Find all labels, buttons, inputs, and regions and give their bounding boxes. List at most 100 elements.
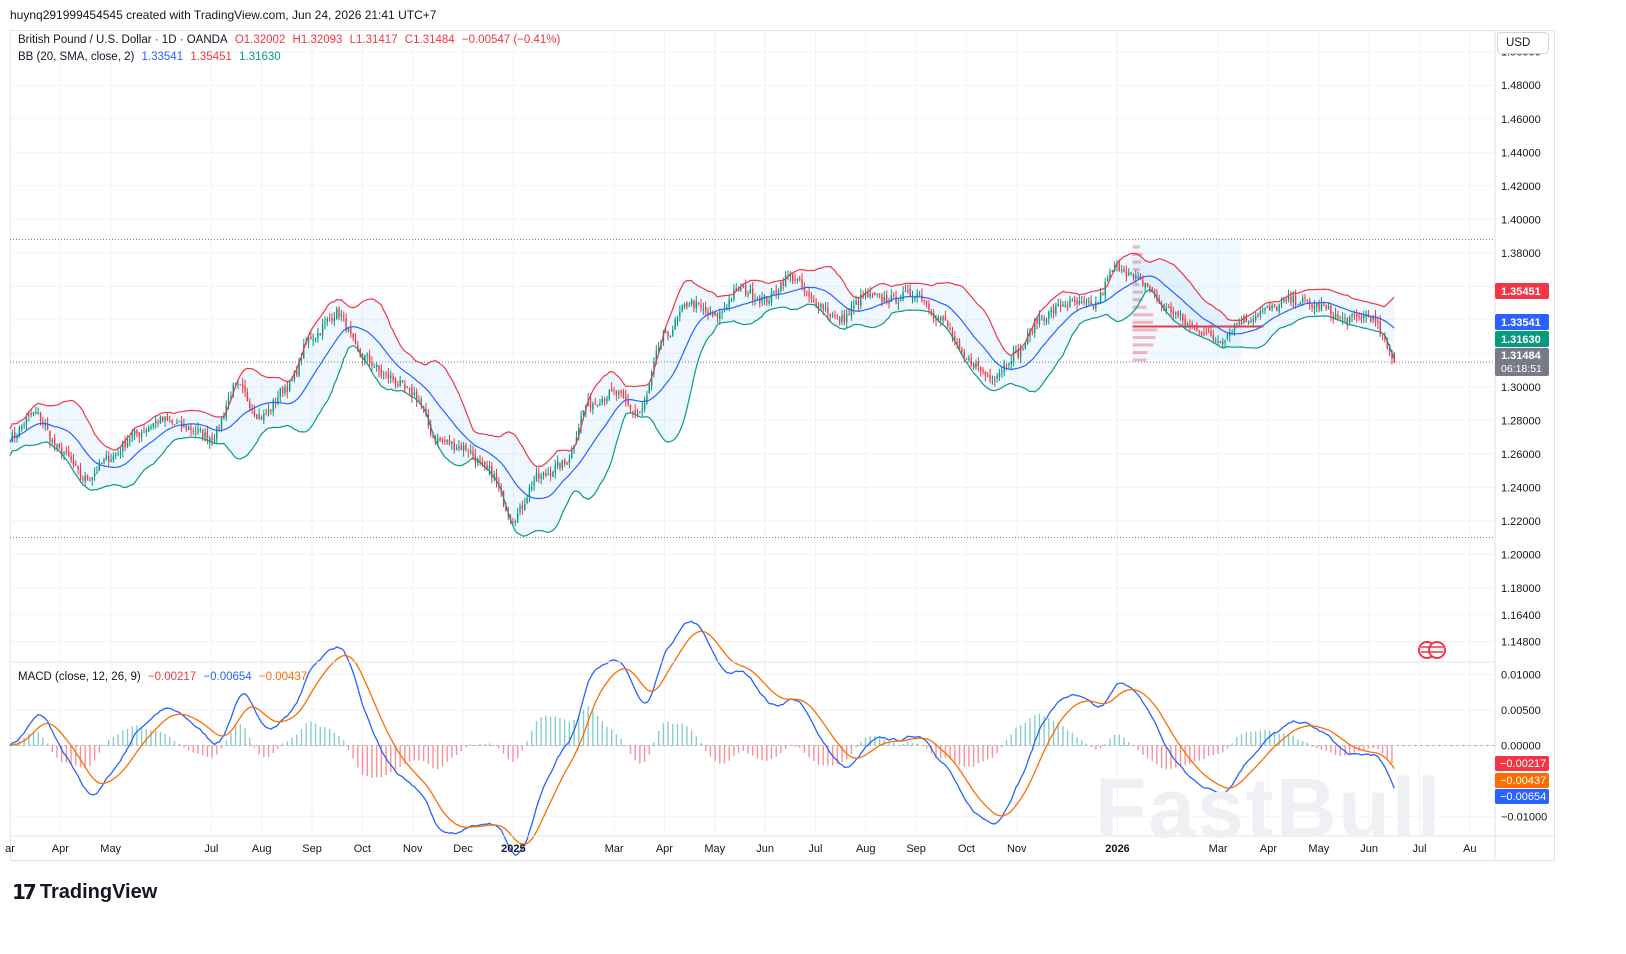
candle-body <box>122 442 124 451</box>
candle-body <box>164 417 166 421</box>
candle-body <box>58 443 61 448</box>
candle-body <box>1381 334 1384 337</box>
macd-hist-bar <box>61 745 63 763</box>
volume-profile-bar <box>1132 343 1154 347</box>
candle-body <box>1081 301 1083 303</box>
candle-body <box>194 431 197 433</box>
candle-body <box>239 384 242 386</box>
candle-body <box>1388 346 1391 352</box>
candle-body <box>681 305 683 312</box>
macd-hist-bar <box>211 745 213 758</box>
candle-body <box>883 296 886 302</box>
macd-hist-bar <box>361 745 364 775</box>
macd-hist-bar <box>42 737 44 746</box>
macd-hist-bar <box>1212 745 1215 756</box>
candle-body <box>462 444 465 451</box>
macd-hist-bar <box>394 745 397 771</box>
candle-body <box>173 424 176 426</box>
macd-hist-bar <box>1386 745 1388 759</box>
candle-body <box>35 412 37 414</box>
symbol-name[interactable]: British Pound / U.S. Dollar · 1D · OANDA <box>18 34 228 46</box>
candle-body <box>1099 292 1102 304</box>
candle-body <box>1069 299 1071 306</box>
bb-indicator-label[interactable]: BB (20, SMA, close, 2) <box>18 51 135 63</box>
macd-hist-bar <box>587 706 589 746</box>
candle-body <box>1010 361 1012 365</box>
candle-body <box>775 290 777 294</box>
macd-hist-bar <box>996 745 998 754</box>
candle-body <box>1257 314 1259 317</box>
candle-body <box>199 429 202 431</box>
candle-body <box>166 415 169 421</box>
macd-hist-bar <box>357 745 359 768</box>
macd-tick-label: 0.00000 <box>1501 740 1541 752</box>
bollinger-band-fill <box>10 253 1395 536</box>
candle-body <box>914 297 916 299</box>
candle-body <box>1238 321 1240 324</box>
candle-body <box>279 388 281 397</box>
macd-hist-bar <box>1207 745 1210 757</box>
macd-hist-bar <box>545 715 547 746</box>
candle-body <box>784 275 787 287</box>
macd-hist-bar <box>888 743 890 746</box>
candle-body <box>1240 321 1243 325</box>
candle-body <box>620 390 622 393</box>
candle-body <box>397 384 399 386</box>
macd-hist-bar <box>582 709 585 746</box>
candle-body <box>331 317 333 321</box>
candle-body <box>1036 317 1038 324</box>
macd-hist-bar <box>418 745 420 761</box>
candle-body <box>1182 313 1184 320</box>
macd-hist-bar <box>874 736 876 746</box>
candle-body <box>401 380 404 383</box>
macd-hist-bar <box>413 745 415 761</box>
candle-body <box>1269 305 1271 310</box>
candle-body <box>867 291 869 298</box>
macd-hist-bar <box>1048 718 1050 746</box>
macd-hist-bar <box>37 732 39 746</box>
price-tick-label: 1.20000 <box>1501 549 1541 561</box>
macd-indicator-label[interactable]: MACD (close, 12, 26, 9) <box>18 671 141 683</box>
volume-profile-bar <box>1132 328 1158 332</box>
candle-body <box>30 413 32 415</box>
candle-body <box>519 506 521 513</box>
macd-legend: MACD (close, 12, 26, 9) −0.00217 −0.0065… <box>18 671 311 683</box>
macd-hist-bar <box>1104 744 1106 746</box>
us-flag-icon[interactable] <box>1418 641 1446 659</box>
macd-hist-bar <box>1113 734 1116 746</box>
candle-body <box>803 288 806 292</box>
candle-body <box>766 296 768 303</box>
macd-hist-bar <box>648 745 650 755</box>
macd-hist-bar <box>56 745 58 758</box>
candle-body <box>575 437 578 444</box>
candle-body <box>1106 278 1109 281</box>
candle-body <box>241 384 244 388</box>
candle-body <box>932 315 935 319</box>
candle-body <box>1280 302 1283 305</box>
macd-hist-bar <box>573 719 575 746</box>
candle-body <box>702 308 705 310</box>
candle-body <box>28 414 30 417</box>
macd-hist-bar <box>305 723 307 746</box>
candle-body <box>1120 270 1123 272</box>
tradingview-logo[interactable]: 17 TradingView <box>12 880 157 904</box>
macd-hist-bar <box>126 728 129 746</box>
currency-selector[interactable]: USD <box>1497 32 1549 54</box>
tradingview-mark-icon: 17 <box>12 880 37 904</box>
candle-body <box>855 301 857 305</box>
candle-body <box>415 391 418 401</box>
candle-body <box>1038 316 1041 325</box>
candle-body <box>878 293 881 295</box>
candle-body <box>1034 318 1036 333</box>
macd-hist-bar <box>310 721 312 746</box>
candle-body <box>1379 321 1381 335</box>
candle-body <box>1325 305 1327 309</box>
candle-body <box>310 336 312 340</box>
candle-body <box>714 312 716 316</box>
macd-hist-bar <box>93 745 96 761</box>
candle-body <box>1156 293 1158 299</box>
candle-body <box>1339 317 1341 319</box>
candle-body <box>404 383 406 389</box>
candle-body <box>232 384 234 396</box>
